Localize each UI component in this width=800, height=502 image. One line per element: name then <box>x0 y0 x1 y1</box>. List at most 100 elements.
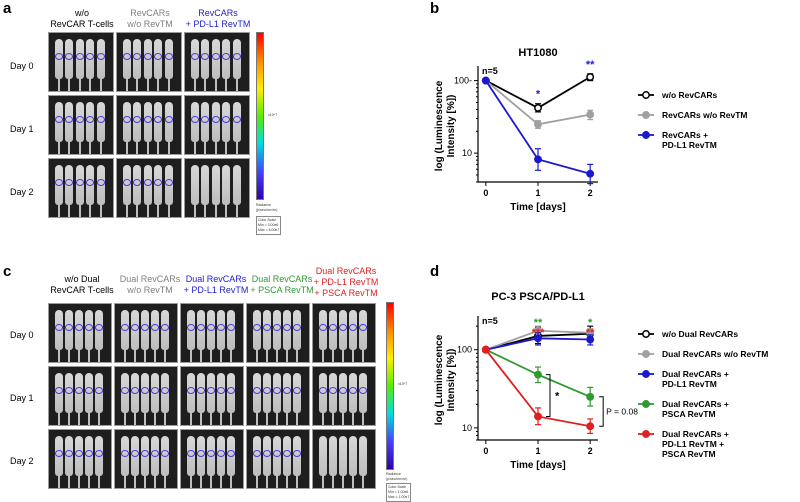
mouse-silhouette <box>141 436 149 488</box>
mouse-silhouette <box>151 310 159 362</box>
mouse-silhouette <box>95 373 103 425</box>
luminescence-spot <box>232 53 241 60</box>
luminescence-spot <box>197 450 205 457</box>
luminescence-spot <box>222 116 231 123</box>
luminescence-spot <box>65 324 73 331</box>
mouse-silhouette <box>263 436 271 488</box>
row-label: Day 0 <box>10 61 34 71</box>
mouse-silhouette <box>86 39 95 91</box>
mouse-silhouette <box>211 165 220 217</box>
mouse-silhouette <box>319 436 327 488</box>
mouse-silhouette <box>123 165 131 217</box>
data-point <box>586 169 595 178</box>
column-title: Dual RevCARs + PSCA RevTM <box>250 274 314 295</box>
legend-marker <box>642 111 650 119</box>
mouse-silhouette <box>55 436 63 488</box>
mouse-silhouette <box>164 39 173 91</box>
luminescence-spot <box>123 179 131 186</box>
x-axis-label: Time [days] <box>510 460 565 471</box>
mouse-image-panel <box>116 95 182 155</box>
significance-marker: ** <box>586 327 595 339</box>
mouse-silhouette <box>339 310 347 362</box>
luminescence-spot <box>201 53 210 60</box>
luminescence-spot <box>283 450 291 457</box>
mouse-silhouette <box>232 165 241 217</box>
bracket-label: * <box>555 391 560 403</box>
mouse-image-panel <box>312 303 376 363</box>
mouse-silhouette <box>187 373 195 425</box>
mouse-image-panel <box>246 303 310 363</box>
y-tick-label: 10 <box>462 423 472 433</box>
mouse-silhouette <box>293 310 301 362</box>
y-axis-label: log (LuminescenceIntensity [%]) <box>434 80 457 171</box>
luminescence-spot <box>133 179 142 186</box>
mouse-silhouette <box>359 436 367 488</box>
mouse-silhouette <box>201 102 210 154</box>
mouse-silhouette <box>207 310 215 362</box>
luminescence-spot <box>86 116 95 123</box>
mouse-silhouette <box>161 436 169 488</box>
mouse-silhouette <box>329 310 337 362</box>
mouse-silhouette <box>283 436 291 488</box>
luminescence-spot <box>329 387 337 394</box>
luminescence-spot <box>123 116 131 123</box>
luminescence-spot <box>65 53 74 60</box>
luminescence-spot <box>151 450 159 457</box>
colorbar <box>256 32 264 200</box>
legend-marker <box>642 400 650 408</box>
luminescence-spot <box>217 450 225 457</box>
mouse-silhouette <box>211 39 220 91</box>
luminescence-spot <box>121 324 129 331</box>
luminescence-spot <box>359 387 367 394</box>
luminescence-spot <box>85 387 93 394</box>
mouse-silhouette <box>65 310 73 362</box>
luminescence-spot <box>55 179 63 186</box>
legend-label: Dual RevCARs + <box>662 369 729 379</box>
luminescence-spot <box>187 324 195 331</box>
row-label: Day 2 <box>10 187 34 197</box>
data-point <box>534 412 542 421</box>
luminescence-spot <box>55 116 63 123</box>
mouse-image-panel <box>48 429 112 489</box>
x-axis-label: Time [days] <box>510 202 565 213</box>
mouse-silhouette <box>65 165 74 217</box>
mouse-silhouette <box>123 102 131 154</box>
luminescence-spot <box>227 387 235 394</box>
mouse-silhouette <box>253 310 261 362</box>
data-point <box>534 103 542 112</box>
mouse-image-panel <box>114 303 178 363</box>
legend-label: RevCARs + <box>662 130 708 140</box>
x-tick-label: 1 <box>535 188 540 198</box>
mouse-silhouette <box>359 373 367 425</box>
luminescence-spot <box>293 387 301 394</box>
mouse-silhouette <box>232 102 241 154</box>
mouse-silhouette <box>339 373 347 425</box>
luminescence-spot <box>319 324 327 331</box>
luminescence-spot <box>65 116 74 123</box>
mouse-silhouette <box>227 310 235 362</box>
mouse-silhouette <box>232 39 241 91</box>
mouse-silhouette <box>75 373 83 425</box>
mouse-silhouette <box>217 310 225 362</box>
column-title: RevCARs w/o RevTM <box>127 8 173 29</box>
mouse-image-panel <box>184 32 250 92</box>
legend-label: PSCA RevTM <box>662 449 716 459</box>
row-label: Day 1 <box>10 393 34 403</box>
mouse-silhouette <box>75 165 84 217</box>
mouse-silhouette <box>65 102 74 154</box>
mouse-silhouette <box>201 39 210 91</box>
mouse-silhouette <box>222 39 231 91</box>
row-label: Day 1 <box>10 124 34 134</box>
mouse-image-panel <box>48 303 112 363</box>
colorbar <box>386 302 394 470</box>
mouse-silhouette <box>359 310 367 362</box>
luminescence-spot <box>191 116 199 123</box>
luminescence-spot <box>263 450 271 457</box>
colorbar-unit: Radiance (p/sec/cm²/sr) <box>386 472 408 481</box>
luminescence-spot <box>293 450 301 457</box>
mouse-image-panel <box>312 366 376 426</box>
mouse-silhouette <box>349 436 357 488</box>
mouse-image-panel <box>48 32 114 92</box>
significance-marker: *** <box>532 327 546 339</box>
mouse-silhouette <box>283 373 291 425</box>
